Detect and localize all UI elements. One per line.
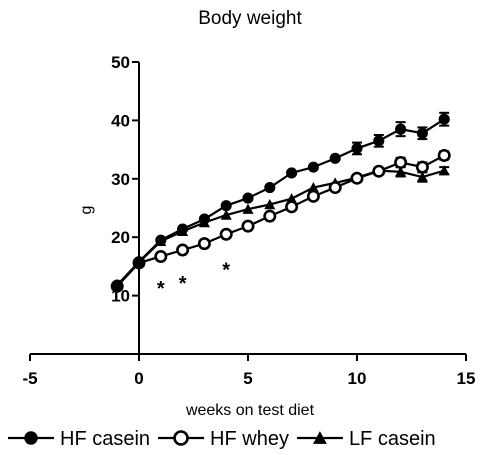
marker-filled-circle <box>24 431 38 445</box>
marker-filled-triangle <box>307 182 319 193</box>
x-tick-label: 15 <box>457 369 476 388</box>
marker-open-circle <box>306 189 320 203</box>
y-tick-label: 20 <box>111 228 130 247</box>
x-tick-label: 0 <box>134 369 143 388</box>
legend-label: HF whey <box>210 428 289 450</box>
marker-filled-circle <box>133 256 145 268</box>
marker-open-circle <box>197 237 211 251</box>
legend-item-hf-casein: HF casein <box>8 428 150 450</box>
marker-open-circle <box>394 155 408 169</box>
marker-filled-triangle <box>395 166 407 177</box>
series-hf-whey <box>110 148 451 293</box>
marker-filled-circle <box>198 213 210 225</box>
legend: HF casein HF whey LF casein <box>8 428 436 450</box>
marker-filled-circle <box>307 161 319 173</box>
x-tick-label: 5 <box>243 369 252 388</box>
marker-filled-triangle <box>286 193 298 204</box>
marker-open-circle <box>173 430 189 446</box>
marker-filled-circle <box>329 152 341 164</box>
marker-filled-circle <box>177 223 189 235</box>
y-tick-label: 30 <box>111 170 130 189</box>
marker-open-circle <box>154 249 168 263</box>
significance-asterisk: * <box>222 260 230 282</box>
marker-filled-circle <box>264 182 276 194</box>
marker-filled-triangle <box>242 203 254 214</box>
marker-filled-triangle <box>313 431 327 444</box>
marker-open-circle <box>219 227 233 241</box>
marker-filled-triangle <box>264 198 276 210</box>
marker-open-circle <box>328 181 342 195</box>
marker-open-circle <box>285 200 299 214</box>
annotations: * * * <box>157 260 230 300</box>
significance-asterisk: * <box>179 273 187 295</box>
y-tick-label: 40 <box>111 111 130 130</box>
marker-open-circle <box>350 171 364 185</box>
significance-asterisk: * <box>157 278 165 300</box>
marker-filled-circle <box>395 123 407 135</box>
series-layer <box>110 111 451 293</box>
marker-filled-circle <box>416 127 428 139</box>
marker-filled-circle <box>373 135 385 147</box>
y-axis-label: g <box>78 206 95 215</box>
legend-label: HF casein <box>60 428 150 450</box>
series-lf-casein <box>111 165 450 291</box>
marker-open-circle <box>437 148 451 162</box>
marker-filled-circle <box>155 234 167 246</box>
series-line <box>116 169 445 287</box>
series-line <box>116 154 445 288</box>
marker-filled-circle <box>286 167 298 179</box>
marker-filled-circle <box>242 192 254 204</box>
chart-title: Body weight <box>198 8 302 29</box>
legend-label: LF casein <box>349 428 436 450</box>
legend-item-lf-casein: LF casein <box>296 428 436 450</box>
series-line <box>116 118 445 286</box>
marker-open-circle <box>372 164 386 178</box>
marker-filled-circle <box>351 142 363 154</box>
marker-filled-triangle <box>416 171 428 182</box>
marker-open-circle <box>263 209 277 223</box>
marker-open-circle <box>241 219 255 233</box>
marker-filled-circle <box>111 279 123 291</box>
marker-open-circle <box>415 160 429 174</box>
x-axis-label: weeks on test diet <box>185 402 315 419</box>
marker-filled-circle <box>220 200 232 212</box>
x-tick-label: 10 <box>348 369 367 388</box>
marker-open-circle <box>176 243 190 257</box>
marker-filled-triangle <box>220 209 232 220</box>
x-tick-label: -5 <box>22 369 37 388</box>
marker-filled-triangle <box>438 165 450 176</box>
legend-item-hf-whey: HF whey <box>158 428 289 450</box>
series-hf-casein <box>111 111 450 291</box>
y-tick-label: 50 <box>111 53 130 72</box>
marker-filled-circle <box>438 113 450 125</box>
